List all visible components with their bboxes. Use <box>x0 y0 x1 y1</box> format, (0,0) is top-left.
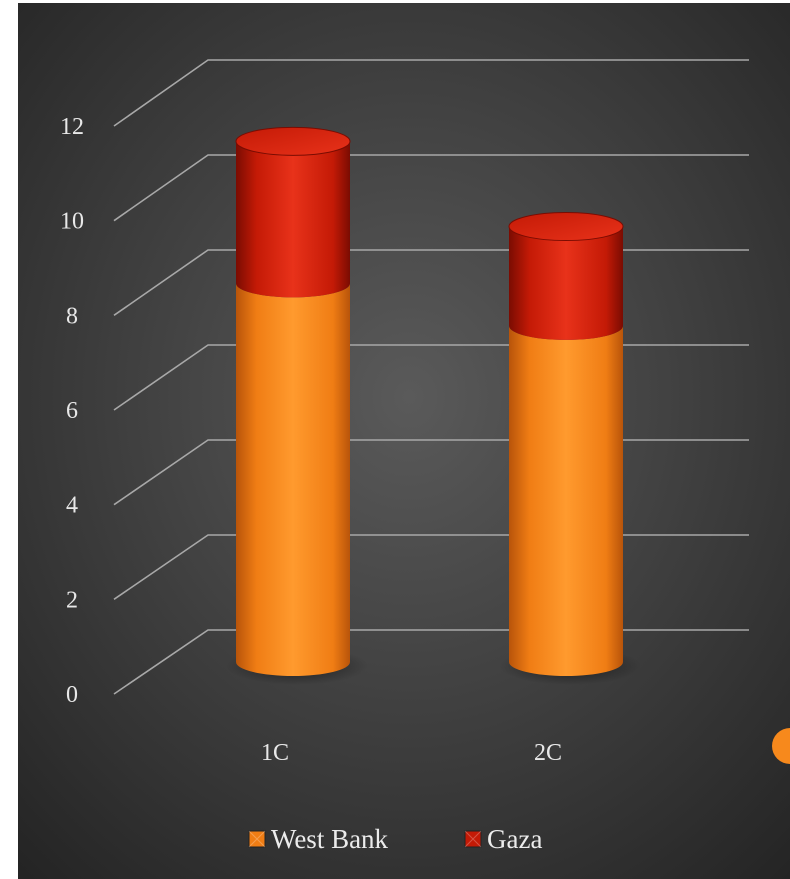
bar-top-2C <box>508 212 624 242</box>
y-tick-label: 4 <box>66 493 78 519</box>
gridline <box>113 59 749 127</box>
legend-swatch-shine <box>248 830 266 848</box>
gridlines <box>113 59 749 695</box>
orange-circle-decoration <box>772 728 790 764</box>
legend-swatch-shine <box>464 830 482 848</box>
bar-top-1C <box>235 126 351 156</box>
y-tick-label: 0 <box>66 682 78 708</box>
bar-gaza-1C <box>236 141 350 298</box>
x-tick-label: 1C <box>261 740 289 766</box>
bar-gaza-2C <box>509 226 623 340</box>
bar-west-bank-1C <box>236 283 350 676</box>
chart-area: 0 2 4 6 8 10 12 1C 2C West Bank Gaza <box>18 3 790 879</box>
bar-west-bank-2C <box>509 325 623 676</box>
y-tick-label: 6 <box>66 398 78 424</box>
legend-swatch-1 <box>464 830 482 848</box>
y-tick-label: 12 <box>60 114 84 140</box>
chart-background <box>18 3 790 879</box>
bars <box>226 126 641 685</box>
x-axis-ticks: 1C 2C <box>261 740 562 766</box>
gridline <box>113 154 749 222</box>
x-tick-label: 2C <box>534 740 562 766</box>
chart-svg: 0 2 4 6 8 10 12 1C 2C West Bank Gaza <box>18 3 790 879</box>
legend-swatch-0 <box>248 830 266 848</box>
legend-label: West Bank <box>271 824 389 854</box>
y-tick-label: 2 <box>66 587 78 613</box>
y-tick-label: 8 <box>66 303 78 329</box>
legend: West Bank Gaza <box>248 824 542 854</box>
y-axis-ticks: 0 2 4 6 8 10 12 <box>60 114 84 708</box>
y-tick-label: 10 <box>60 209 84 235</box>
legend-label: Gaza <box>487 824 542 854</box>
